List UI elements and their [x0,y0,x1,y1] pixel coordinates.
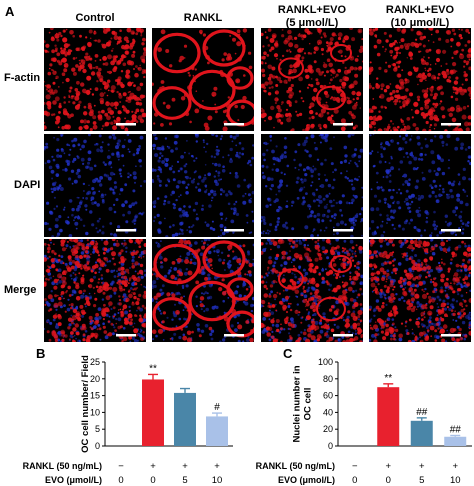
significance-3: ## [450,425,462,436]
y-tick-label: 5 [95,424,100,434]
row-label-dapi: DAPI [14,179,41,191]
rankl-value-2: + [419,461,425,472]
evo-value-3: 10 [212,475,223,486]
rankl-row-label: RANKL (50 ng/mL) [256,461,335,471]
y-tick-label: 0 [95,441,100,451]
significance-3: # [214,402,220,413]
micrograph-dapi-evo10 [369,134,471,237]
scale-bar [224,123,244,126]
rankl-value-1: + [150,461,156,472]
micrograph-dapi-rankl [152,134,254,237]
evo-row-label: EVO (μmol/L) [45,475,102,485]
y-axis-label: OC cell number/ Field [80,355,91,453]
panel-a-letter: A [5,4,15,19]
scale-bar [333,334,353,337]
column-header-control: Control [75,12,115,24]
evo-value-3: 10 [450,475,461,486]
rankl-value-3: + [452,461,458,472]
column-header-rankl: RANKL [183,12,223,24]
y-tick-label: 40 [323,407,333,417]
y-tick-label: 100 [318,357,333,367]
micrograph-merge-evo10 [369,239,471,342]
scale-bar [441,334,461,337]
y-tick-label: 20 [323,424,333,434]
y-tick-label: 80 [323,374,333,384]
micrograph-factin-evo10 [369,28,471,131]
micrograph-merge-evo5 [261,239,363,342]
panel-c-letter: C [283,346,293,361]
y-tick-label: 20 [90,374,100,384]
evo-row-label: EVO (μmol/L) [278,475,335,485]
scale-bar [224,334,244,337]
micrograph-factin-control [44,28,146,131]
evo-value-1: 0 [386,475,391,486]
rankl-value-0: − [352,461,358,472]
scale-bar [441,229,461,232]
scale-bar [224,229,244,232]
evo-value-1: 0 [150,475,155,486]
rankl-value-2: + [182,461,188,472]
scale-bar [116,334,136,337]
y-tick-label: 10 [90,407,100,417]
micrograph-dapi-control [44,134,146,237]
significance-2: ## [416,407,428,418]
row-label-factin: F-actin [4,72,41,84]
micrograph-merge-control [44,239,146,342]
panel-b-letter: B [36,346,46,361]
y-tick-label: 25 [90,357,100,367]
rankl-value-3: + [214,461,220,472]
y-tick-label: 0 [328,441,333,451]
evo-value-0: 0 [352,475,357,486]
column-header-rankl-evo-10: RANKL+EVO (10 μmol/L) [385,4,455,29]
row-label-merge: Merge [4,284,37,296]
scale-bar [333,229,353,232]
evo-value-2: 5 [419,475,424,486]
micrograph-dapi-evo5 [261,134,363,237]
significance-1: ** [384,373,392,384]
y-tick-label: 60 [323,391,333,401]
scale-bar [116,123,136,126]
bar-1 [377,387,400,446]
bar-3 [206,416,228,446]
scale-bar [333,123,353,126]
column-header-rankl-evo-5: RANKL+EVO (5 μmol/L) [277,4,347,29]
evo-value-2: 5 [182,475,187,486]
rankl-row-label: RANKL (50 ng/mL) [23,461,102,471]
y-axis-label: Nuclei number inOC cell [292,365,314,442]
bar-1 [142,379,164,446]
bar-3 [444,436,467,446]
significance-1: ** [149,363,157,374]
scale-bar [116,229,136,232]
evo-value-0: 0 [118,475,123,486]
y-tick-label: 15 [90,391,100,401]
micrograph-factin-evo5 [261,28,363,131]
micrograph-merge-rankl [152,239,254,342]
micrograph-factin-rankl [152,28,254,131]
scale-bar [441,123,461,126]
bar-2 [410,420,433,446]
rankl-value-1: + [385,461,391,472]
bar-2 [174,392,196,446]
rankl-value-0: − [118,461,124,472]
